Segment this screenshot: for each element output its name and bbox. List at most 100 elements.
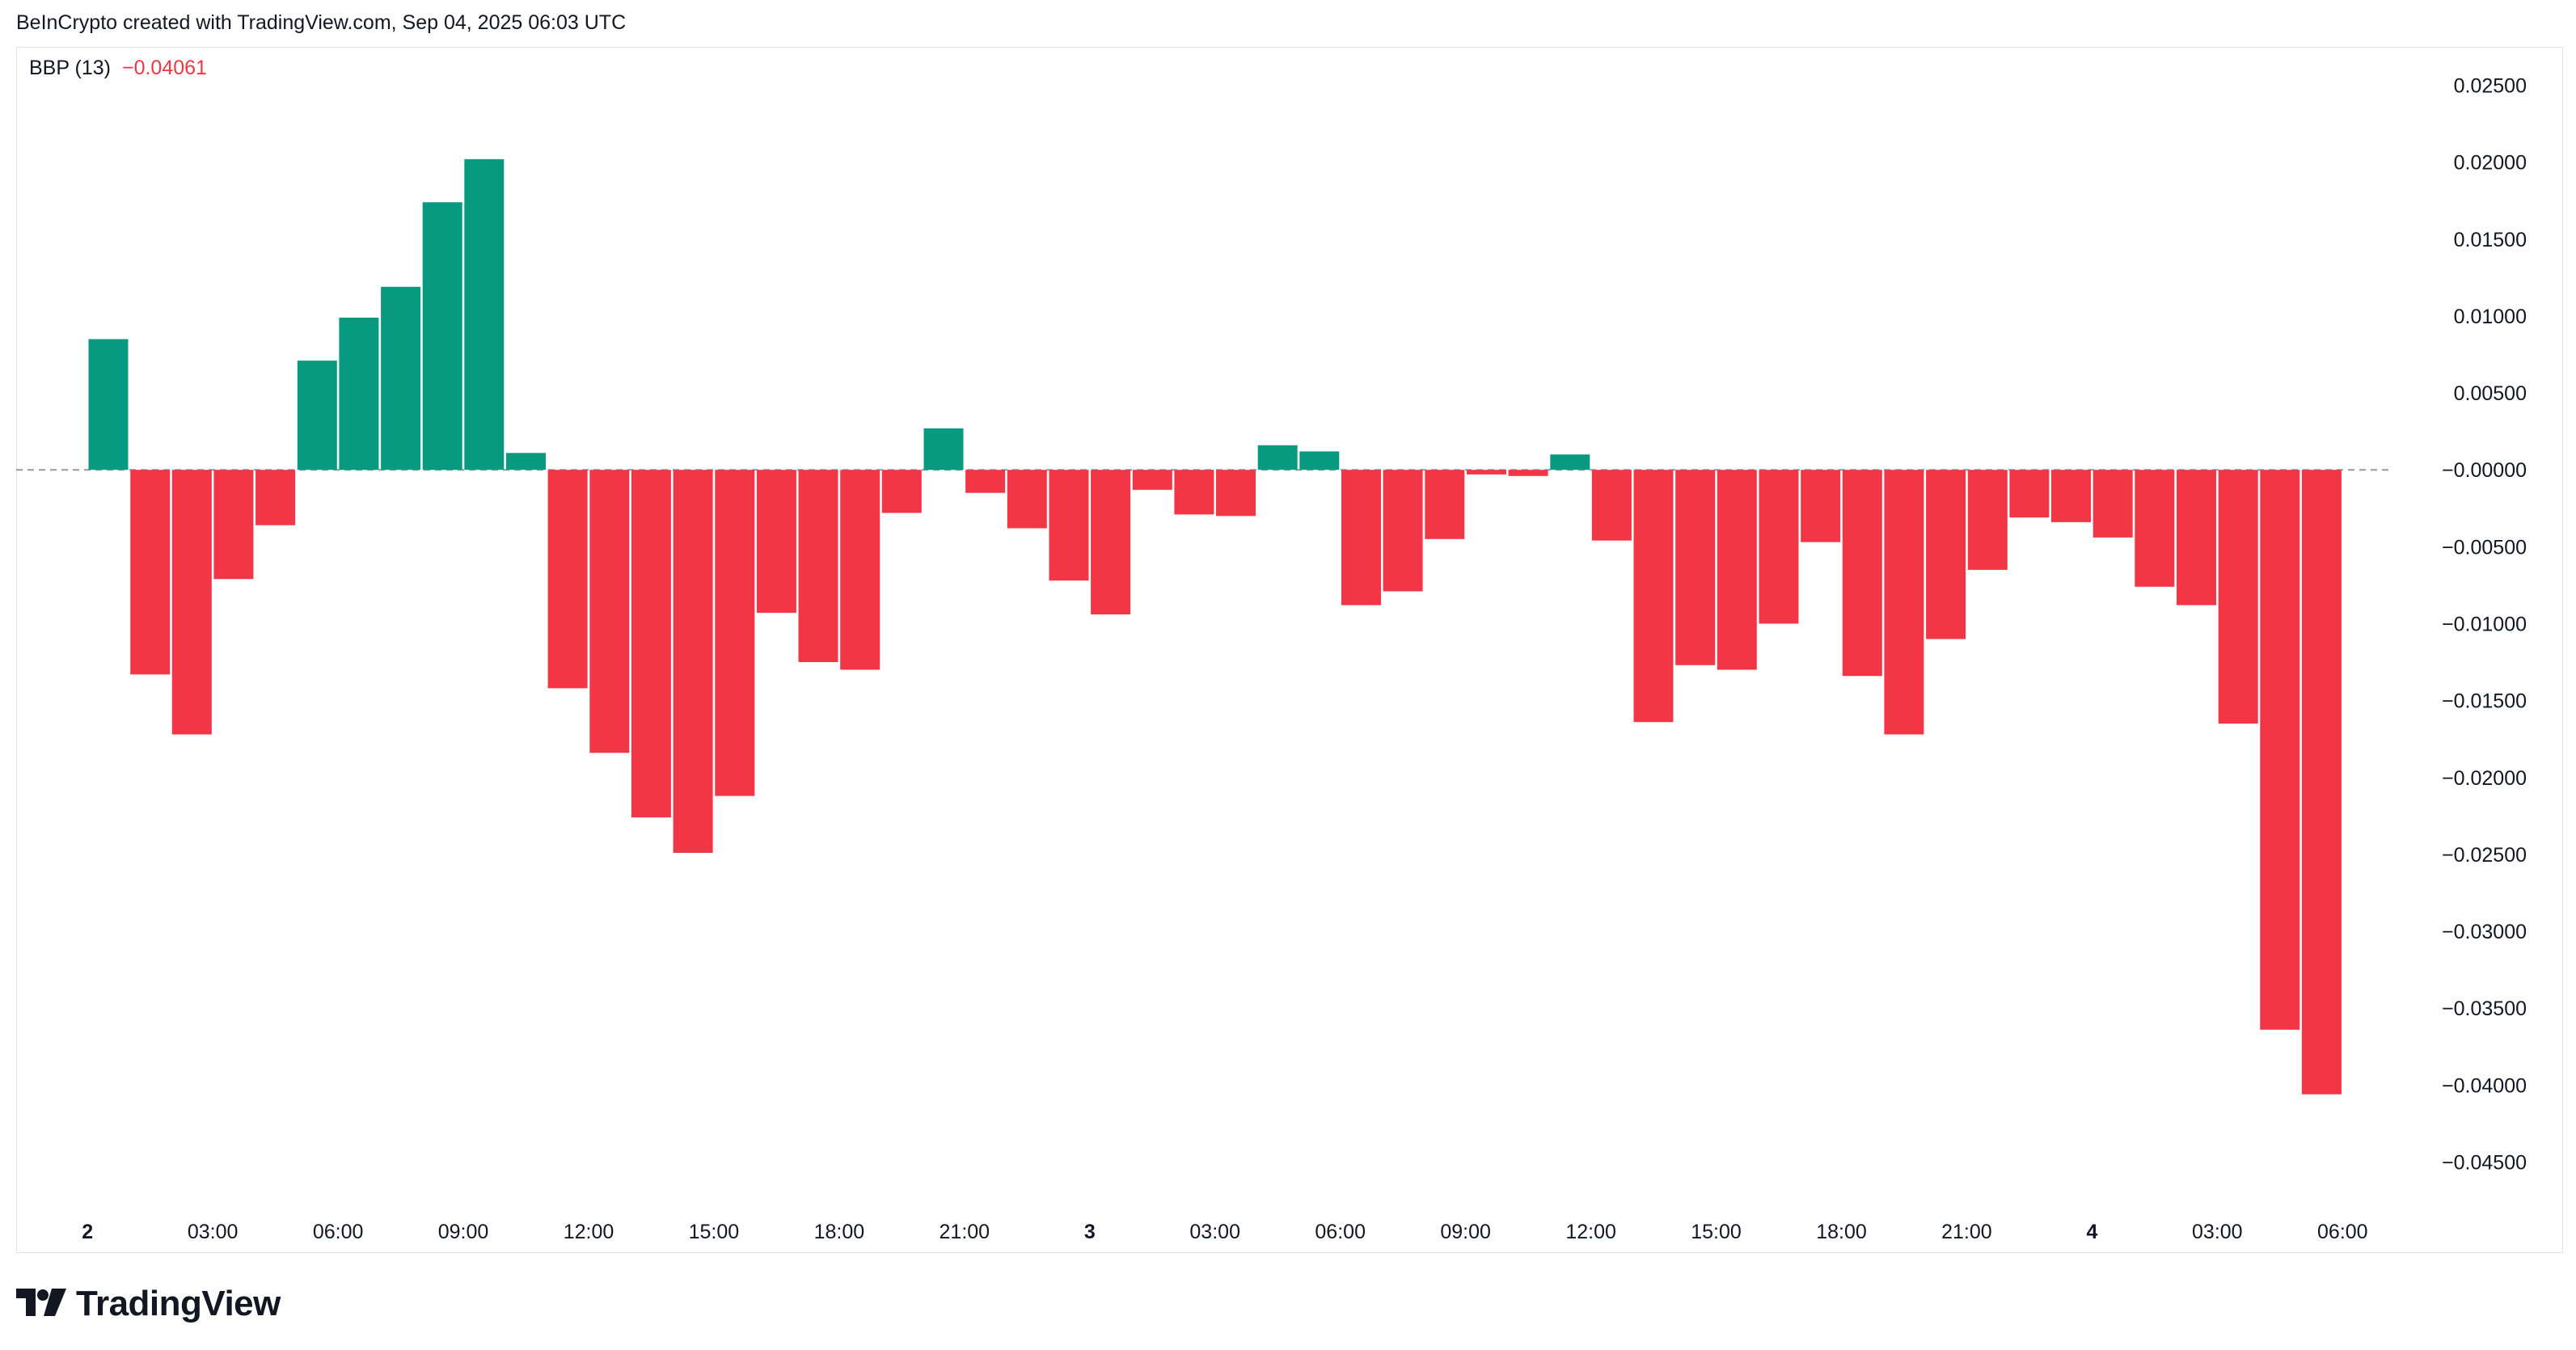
histogram-bar <box>1257 445 1298 470</box>
chart-caption: BeInCrypto created with TradingView.com,… <box>16 11 627 34</box>
histogram-bar <box>2218 470 2258 724</box>
x-tick-label: 2 <box>82 1221 93 1243</box>
histogram-bar <box>2051 470 2091 522</box>
bars-layer <box>88 158 2342 1095</box>
y-tick-label: −0.00000 <box>2442 459 2527 482</box>
y-tick-label: −0.01000 <box>2442 614 2527 636</box>
time-scale[interactable]: 2 03:00 06:00 09:00 12:00 15:00 18:00 21:00 3 03:… <box>82 1221 2367 1243</box>
histogram-bar <box>923 428 964 470</box>
x-tick-label: 06:00 <box>1315 1221 1366 1243</box>
histogram-bar <box>756 470 796 614</box>
histogram-bar <box>1967 470 2008 570</box>
histogram-bar <box>1591 470 1632 541</box>
histogram-bar <box>1926 470 1966 639</box>
histogram-bar <box>381 286 421 470</box>
indicator-legend[interactable]: BBP (13) −0.04061 <box>29 57 207 80</box>
histogram-bar <box>1132 470 1172 490</box>
x-tick-label: 03:00 <box>1189 1221 1240 1243</box>
histogram-bar <box>715 470 755 796</box>
histogram-bar <box>2177 470 2216 605</box>
x-tick-label: 21:00 <box>940 1221 990 1243</box>
histogram-bar <box>547 470 588 689</box>
histogram-bar <box>1049 470 1089 581</box>
bbp-histogram-chart[interactable]: 0.02500 0.02000 0.01500 0.01000 0.00500 −0.00… <box>0 0 2576 1261</box>
histogram-bar <box>464 158 505 470</box>
y-tick-label: 0.02500 <box>2454 75 2527 98</box>
histogram-bar <box>1842 470 1882 677</box>
histogram-bar <box>339 317 379 470</box>
histogram-bar <box>1341 470 1381 605</box>
histogram-bar <box>171 470 212 735</box>
histogram-bar <box>1216 470 1256 517</box>
histogram-bar <box>1759 470 1799 624</box>
histogram-bar <box>1801 470 1841 542</box>
tradingview-brand-text: TradingView <box>76 1284 281 1323</box>
y-tick-label: 0.02000 <box>2454 152 2527 175</box>
histogram-bar <box>1717 470 1757 670</box>
histogram-bar <box>631 470 671 818</box>
histogram-bar <box>422 202 462 470</box>
histogram-bar <box>130 470 171 675</box>
histogram-bar <box>2260 470 2300 1030</box>
x-tick-label: 15:00 <box>1691 1221 1742 1243</box>
histogram-bar <box>1675 470 1716 665</box>
histogram-bar <box>589 470 630 753</box>
y-tick-label: −0.04000 <box>2442 1074 2527 1097</box>
x-tick-label: 12:00 <box>1565 1221 1616 1243</box>
histogram-bar <box>1633 470 1674 723</box>
histogram-bar <box>1174 470 1214 515</box>
histogram-bar <box>1508 470 1548 476</box>
histogram-bar <box>1550 454 1590 470</box>
x-tick-label: 3 <box>1084 1221 1096 1243</box>
histogram-bar <box>506 453 546 470</box>
histogram-bar <box>213 470 254 580</box>
histogram-bar <box>1007 470 1047 529</box>
histogram-bar <box>255 470 296 525</box>
x-tick-label: 09:00 <box>438 1221 489 1243</box>
y-tick-label: −0.00500 <box>2442 536 2527 559</box>
y-tick-label: 0.01000 <box>2454 306 2527 328</box>
histogram-bar <box>2092 470 2133 538</box>
histogram-bar <box>798 470 838 662</box>
histogram-bar <box>1091 470 1131 615</box>
indicator-name: BBP (13) <box>29 57 111 79</box>
histogram-bar <box>297 361 337 470</box>
histogram-bar <box>673 470 713 853</box>
y-tick-label: −0.01500 <box>2442 690 2527 713</box>
x-tick-label: 18:00 <box>1816 1221 1867 1243</box>
y-tick-label: −0.04500 <box>2442 1151 2527 1174</box>
histogram-bar <box>1467 470 1506 475</box>
y-tick-label: 0.01500 <box>2454 229 2527 251</box>
histogram-bar <box>2009 470 2050 518</box>
x-tick-label: 12:00 <box>564 1221 614 1243</box>
x-tick-label: 03:00 <box>188 1221 239 1243</box>
y-tick-label: −0.03500 <box>2442 998 2527 1020</box>
price-scale[interactable]: 0.02500 0.02000 0.01500 0.01000 0.00500 −0.00… <box>2442 75 2527 1175</box>
histogram-bar <box>2301 470 2342 1095</box>
y-tick-label: −0.02500 <box>2442 844 2527 867</box>
histogram-bar <box>840 470 880 670</box>
tradingview-logo-icon <box>16 1288 66 1320</box>
histogram-bar <box>1299 451 1340 470</box>
histogram-bar <box>2135 470 2175 587</box>
x-tick-label: 18:00 <box>814 1221 865 1243</box>
tradingview-logo[interactable]: TradingView <box>16 1280 281 1328</box>
histogram-bar <box>881 470 922 513</box>
x-tick-label: 15:00 <box>689 1221 740 1243</box>
y-tick-label: −0.02000 <box>2442 767 2527 790</box>
x-tick-label: 4 <box>2086 1221 2097 1243</box>
chart-pane[interactable] <box>16 47 2563 1253</box>
indicator-value: −0.04061 <box>121 57 207 79</box>
x-tick-label: 03:00 <box>2192 1221 2243 1243</box>
histogram-bar <box>1884 470 1924 735</box>
x-tick-label: 06:00 <box>313 1221 364 1243</box>
histogram-bar <box>1383 470 1423 592</box>
histogram-bar <box>88 339 129 470</box>
x-tick-label: 21:00 <box>1941 1221 1992 1243</box>
histogram-bar <box>965 470 1006 493</box>
x-tick-label: 06:00 <box>2317 1221 2368 1243</box>
y-tick-label: 0.00500 <box>2454 382 2527 405</box>
histogram-bar <box>1425 470 1465 539</box>
x-tick-label: 09:00 <box>1440 1221 1491 1243</box>
y-tick-label: −0.03000 <box>2442 921 2527 943</box>
